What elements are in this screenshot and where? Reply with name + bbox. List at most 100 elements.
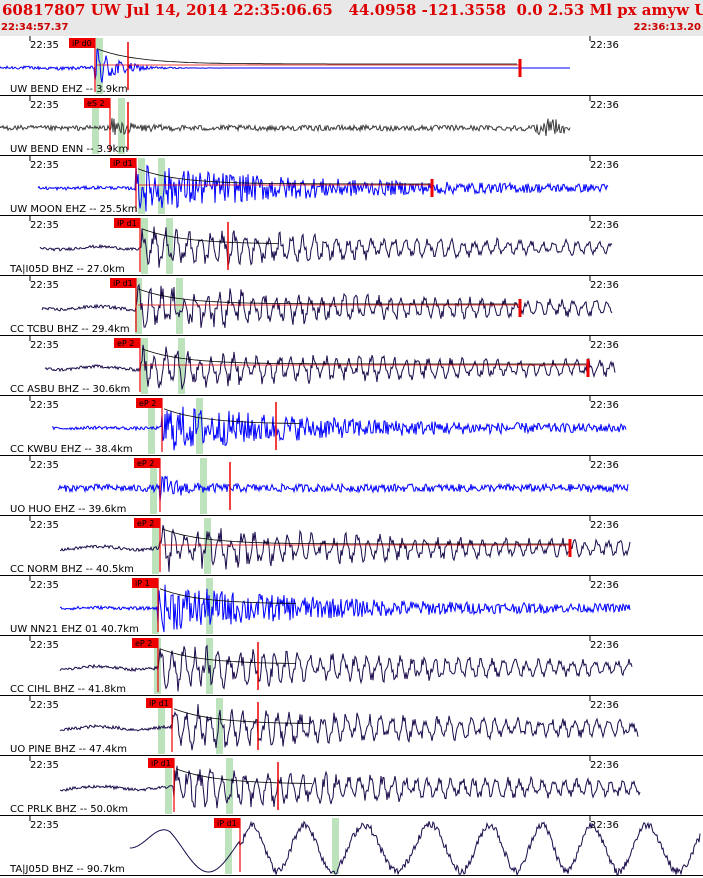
pick-label: eP 2: [139, 399, 156, 408]
trace-panel: 22:35 22:36 iP d0 UW BEND EHZ -- 3.9km: [0, 36, 703, 96]
coda-end-mark: [586, 359, 590, 377]
seismic-waveform: [130, 820, 701, 877]
pick-flag[interactable]: [136, 398, 162, 408]
pick-flag[interactable]: [69, 38, 95, 48]
pick-flag[interactable]: [132, 638, 158, 648]
time-tick-label: 22:36: [590, 280, 619, 291]
analysis-window: [141, 218, 148, 274]
time-tick-label: 22:36: [590, 220, 619, 231]
pick-label: eP 2: [137, 519, 154, 528]
pick-label: iP d0: [72, 39, 92, 48]
pick-label: iP d1: [149, 699, 169, 708]
seismic-waveform: [39, 226, 613, 268]
trace-panel: 22:35 22:36 eP 2 UO HUO EHZ -- 39.6km: [0, 456, 703, 516]
pick-flag[interactable]: [110, 158, 136, 168]
time-tick-label: 22:36: [590, 160, 619, 171]
coda-end-mark: [430, 179, 434, 197]
pick-label: iP d1: [151, 759, 171, 768]
analysis-window: [152, 578, 159, 634]
time-tick-label: 22:36: [590, 520, 619, 531]
analysis-window: [166, 218, 173, 274]
station-label: CC CIHL BHZ -- 41.8km: [10, 684, 126, 695]
time-tick-label: 22:35: [30, 460, 59, 471]
coda-end-mark: [518, 59, 522, 77]
seismic-waveform: [0, 48, 570, 83]
time-tick-label: 22:36: [590, 700, 619, 711]
station-label: UW MOON EHZ -- 25.5km: [10, 204, 137, 215]
station-label: UO HUO EHZ -- 39.6km: [10, 504, 126, 515]
analysis-window: [165, 758, 172, 814]
pick-label: iP d1: [113, 279, 133, 288]
analysis-window: [135, 278, 142, 334]
pick-flag[interactable]: [146, 698, 172, 708]
trace-panel: 22:35 22:36 eP 2 CC KWBU EHZ -- 38.4km: [0, 396, 703, 456]
time-tick-label: 22:36: [590, 640, 619, 651]
pick-flag[interactable]: [110, 278, 136, 288]
station-label: CC KWBU EHZ -- 38.4km: [10, 444, 133, 455]
analysis-window: [178, 338, 185, 394]
window-end-time: 22:36:13.20: [633, 22, 701, 33]
pick-flag[interactable]: [114, 338, 140, 348]
trace-panel: 22:35 22:36 eS 2 UW BEND ENN -- 3.9km: [0, 96, 703, 156]
coda-end-mark: [518, 299, 522, 317]
time-tick-label: 22:35: [30, 340, 59, 351]
coda-curve: [141, 228, 279, 244]
coda-curve: [137, 168, 430, 185]
time-tick-label: 22:35: [30, 100, 59, 111]
coda-curve: [159, 648, 297, 664]
time-tick-label: 22:36: [590, 400, 619, 411]
station-label: CC NORM BHZ -- 40.5km: [10, 564, 134, 575]
pick-flag[interactable]: [134, 458, 160, 468]
time-tick-label: 22:36: [590, 100, 619, 111]
trace-panel: 22:35 22:36 iP d1 CC TCBU BHZ -- 29.4km: [0, 276, 703, 336]
pick-label: eP 2: [135, 639, 152, 648]
pick-label: iP d1: [113, 159, 133, 168]
trace-panel: 22:35 22:36 iP d1 TA|I05D BHZ -- 27.0km: [0, 216, 703, 276]
event-header: 60817807 UW Jul 14, 2014 22:35:06.65 44.…: [0, 0, 703, 36]
analysis-window: [152, 518, 159, 574]
trace-panel: 22:35 22:36 iP d1 CC PRLK BHZ -- 50.0km: [0, 756, 703, 816]
pick-flag[interactable]: [214, 818, 240, 828]
pick-flag[interactable]: [132, 578, 158, 588]
analysis-window: [176, 278, 183, 334]
trace-panel: 22:35 22:36 iP d1 UW MOON EHZ -- 25.5km: [0, 156, 703, 216]
pick-flag[interactable]: [134, 518, 160, 528]
analysis-window: [226, 758, 233, 814]
time-tick-label: 22:36: [590, 820, 619, 831]
time-tick-label: 22:35: [30, 700, 59, 711]
time-tick-label: 22:36: [590, 580, 619, 591]
trace-panel: 22:35 22:36 iP 1 UW NN21 EHZ 01 40.7km: [0, 576, 703, 636]
seismic-waveform: [44, 344, 616, 390]
analysis-window: [92, 98, 99, 154]
coda-curve: [161, 528, 570, 545]
analysis-window: [158, 158, 165, 214]
seismic-waveform: [0, 117, 571, 137]
coda-curve: [159, 588, 297, 604]
analysis-window: [148, 398, 155, 454]
time-tick-label: 22:36: [590, 340, 619, 351]
seismic-waveform: [59, 765, 641, 809]
trace-panel: 22:35 22:36 eP 2 CC ASBU BHZ -- 30.6km: [0, 336, 703, 396]
coda-end-mark: [568, 539, 572, 557]
seismic-waveform: [59, 524, 631, 572]
pick-flag[interactable]: [114, 218, 140, 228]
analysis-window: [196, 398, 203, 454]
time-tick-label: 22:36: [590, 460, 619, 471]
seismic-waveform: [59, 704, 639, 751]
pick-label: eP 2: [137, 459, 154, 468]
trace-panel: 22:35 22:36 iP d1 UO PINE BHZ -- 47.4km: [0, 696, 703, 756]
pick-flag[interactable]: [148, 758, 174, 768]
analysis-window: [225, 818, 232, 874]
station-label: CC TCBU BHZ -- 29.4km: [10, 324, 130, 335]
seismic-waveform: [59, 584, 631, 633]
time-tick-label: 22:35: [30, 760, 59, 771]
pick-flag[interactable]: [84, 98, 110, 108]
seismic-waveform: [52, 406, 627, 451]
station-label: UO PINE BHZ -- 47.4km: [10, 744, 127, 755]
trace-panel: 22:35 22:36 iP d1 TA|J05D BHZ -- 90.7km: [0, 816, 703, 877]
time-tick-label: 22:35: [30, 280, 59, 291]
trace-panel: 22:35 22:36 eP 2 CC NORM BHZ -- 40.5km: [0, 516, 703, 576]
window-start-time: 22:34:57.37: [1, 22, 69, 33]
